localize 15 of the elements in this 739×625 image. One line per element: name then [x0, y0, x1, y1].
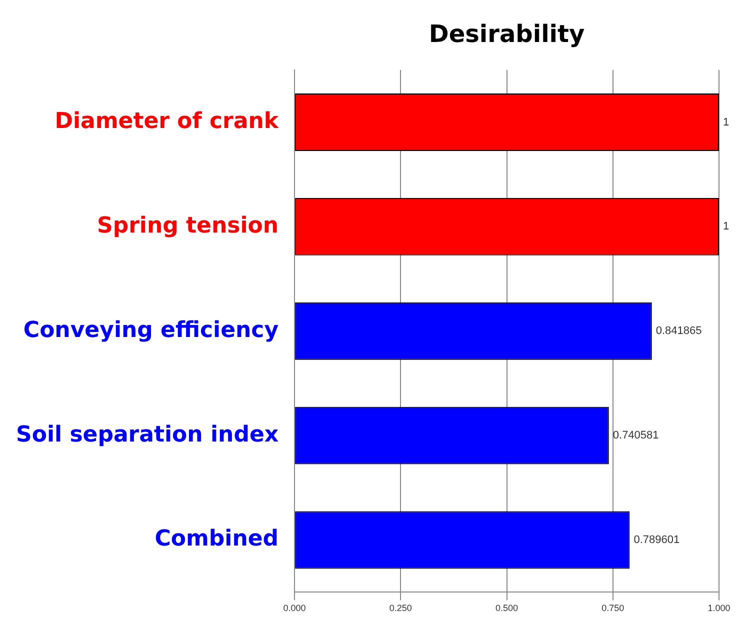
- x-tick-label: 0.750: [602, 603, 624, 614]
- x-tick-label: 0.250: [389, 603, 412, 614]
- data-label: 0.841865: [656, 325, 702, 338]
- y-tick-label: Conveying efficiency: [23, 318, 279, 343]
- chart-title: Desirability: [428, 20, 585, 48]
- y-tick-label: Combined: [154, 526, 279, 552]
- y-tick-label: Soil separation index: [16, 422, 279, 448]
- x-tick-label: 0.500: [496, 603, 518, 614]
- x-tick-label: 1.000: [708, 603, 730, 614]
- x-tick-label: 0.000: [283, 603, 306, 614]
- data-label: 1: [723, 220, 730, 233]
- data-label: 0.789601: [634, 534, 680, 546]
- y-tick-label: Spring tension: [96, 213, 279, 238]
- data-label: 1: [723, 116, 730, 128]
- y-tick-label: Diameter of crank: [54, 108, 280, 134]
